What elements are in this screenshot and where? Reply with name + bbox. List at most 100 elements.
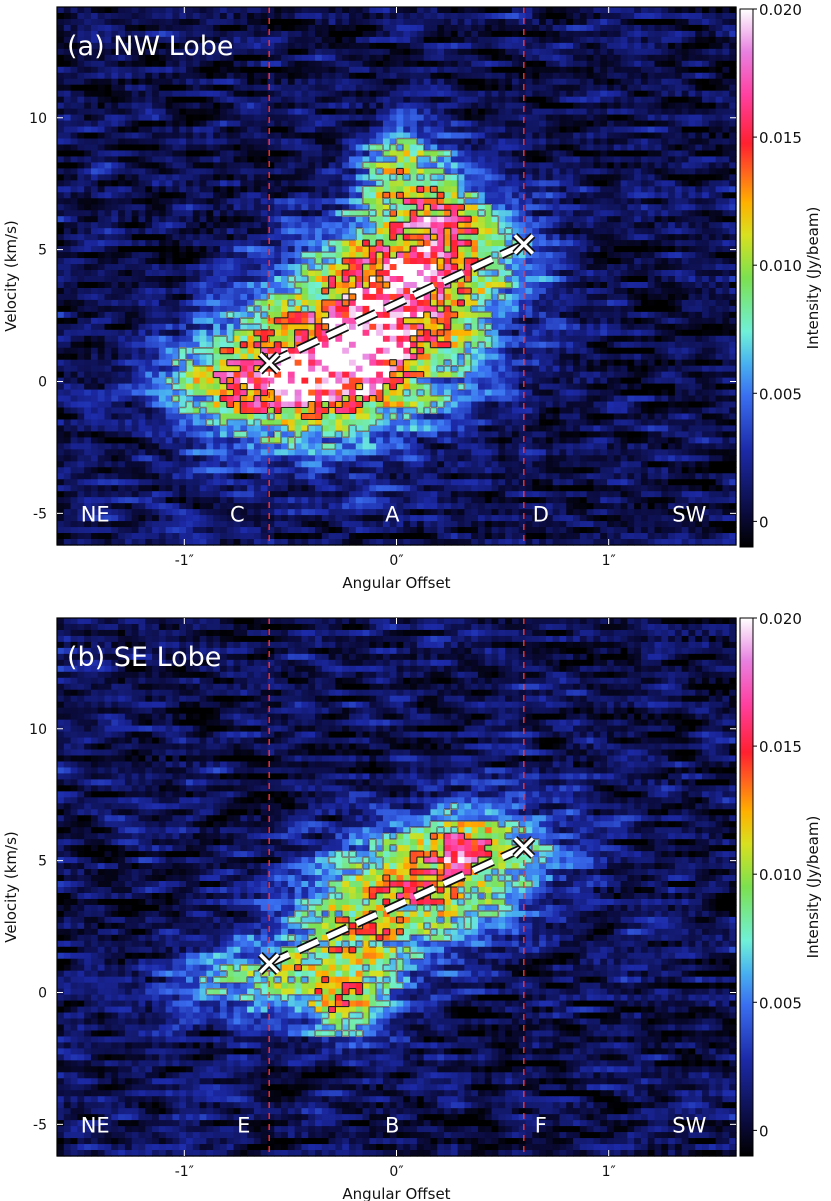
- heatmap-cell: [97, 264, 106, 271]
- heatmap-cell: [654, 287, 662, 295]
- heatmap-cell: [695, 270, 703, 277]
- heatmap-cell: [525, 210, 533, 217]
- heatmap-cell: [627, 276, 635, 283]
- heatmap-cell: [600, 7, 608, 14]
- heatmap-cell: [403, 162, 411, 169]
- heatmap-cell: [192, 156, 201, 164]
- heatmap-cell: [579, 150, 588, 158]
- heatmap-cell: [192, 246, 201, 253]
- heatmap-cell: [335, 7, 343, 14]
- heatmap-cell: [410, 204, 418, 211]
- heatmap-cell: [158, 299, 167, 307]
- heatmap-cell: [315, 240, 323, 247]
- heatmap-cell: [708, 48, 717, 56]
- heatmap-cell: [382, 204, 391, 211]
- heatmap-cell: [206, 270, 214, 277]
- heatmap-cell: [301, 78, 309, 86]
- heatmap-cell: [430, 162, 438, 169]
- heatmap-cell: [674, 210, 683, 217]
- heatmap-cell: [294, 162, 303, 169]
- heatmap-cell: [253, 234, 262, 241]
- heatmap-cell: [525, 7, 533, 14]
- heatmap-cell: [613, 276, 622, 283]
- heatmap-cell: [124, 42, 133, 50]
- heatmap-cell: [362, 198, 370, 205]
- heatmap-cell: [416, 72, 425, 80]
- heatmap-cell: [702, 42, 710, 50]
- heatmap-cell: [267, 174, 275, 181]
- heatmap-cell: [634, 299, 642, 307]
- heatmap-cell: [403, 144, 411, 152]
- heatmap-cell: [335, 72, 343, 80]
- heatmap-cell: [145, 78, 153, 86]
- heatmap-cell: [348, 24, 357, 32]
- heatmap-cell: [63, 36, 72, 44]
- heatmap-cell: [634, 264, 642, 271]
- heatmap-cell: [342, 78, 350, 86]
- heatmap-cell: [661, 54, 669, 62]
- heatmap-cell: [491, 114, 499, 122]
- heatmap-cell: [376, 7, 384, 14]
- heatmap-cell: [559, 293, 567, 301]
- heatmap-cell: [505, 144, 513, 152]
- heatmap-cell: [674, 162, 683, 169]
- heatmap-cell: [640, 281, 649, 289]
- heatmap-cell: [586, 126, 595, 134]
- heatmap-cell: [179, 132, 187, 140]
- heatmap-cell: [586, 24, 595, 32]
- heatmap-cell: [328, 281, 336, 289]
- heatmap-cell: [559, 281, 567, 289]
- heatmap-cell: [315, 30, 323, 38]
- heatmap-cell: [702, 174, 710, 181]
- heatmap-cell: [416, 246, 425, 253]
- heatmap-cell: [715, 132, 724, 140]
- heatmap-cell: [267, 72, 275, 80]
- heatmap-cell: [240, 299, 248, 307]
- heatmap-cell: [233, 66, 241, 74]
- heatmap-cell: [396, 168, 404, 175]
- heatmap-cell: [84, 42, 92, 50]
- heatmap-cell: [158, 78, 167, 86]
- heatmap-cell: [708, 30, 717, 38]
- heatmap-cell: [647, 42, 656, 50]
- heatmap-cell: [97, 132, 106, 140]
- heatmap-cell: [647, 162, 656, 169]
- heatmap-cell: [450, 246, 459, 253]
- heatmap-cell: [199, 102, 207, 110]
- heatmap-cell: [457, 234, 465, 241]
- heatmap-cell: [328, 287, 336, 295]
- heatmap-cell: [654, 72, 662, 80]
- heatmap-cell: [199, 84, 207, 92]
- heatmap-cell: [213, 246, 221, 253]
- heatmap-cell: [708, 240, 717, 247]
- heatmap-cell: [260, 54, 269, 62]
- heatmap-cell: [287, 228, 296, 235]
- heatmap-cell: [654, 132, 662, 140]
- heatmap-cell: [90, 270, 99, 277]
- heatmap-cell: [63, 270, 72, 277]
- heatmap-cell: [525, 144, 533, 152]
- heatmap-cell: [559, 60, 567, 68]
- heatmap-cell: [416, 48, 425, 56]
- heatmap-cell: [430, 276, 438, 283]
- heatmap-cell: [573, 66, 581, 74]
- heatmap-cell: [281, 228, 289, 235]
- heatmap-cell: [410, 186, 418, 193]
- heatmap-cell: [579, 234, 588, 241]
- heatmap-cell: [369, 144, 377, 152]
- heatmap-cell: [484, 144, 493, 152]
- heatmap-cell: [416, 114, 425, 122]
- heatmap-cell: [247, 293, 255, 301]
- heatmap-cell: [654, 240, 662, 247]
- heatmap-cell: [226, 24, 235, 32]
- heatmap-cell: [668, 48, 676, 56]
- heatmap-cell: [321, 234, 330, 241]
- heatmap-cell: [410, 192, 418, 199]
- heatmap-cell: [111, 222, 119, 229]
- heatmap-cell: [416, 96, 425, 104]
- heatmap-cell: [647, 150, 656, 158]
- heatmap-cell: [498, 132, 506, 140]
- heatmap-cell: [593, 72, 601, 80]
- heatmap-cell: [539, 144, 547, 152]
- heatmap-cell: [57, 234, 65, 241]
